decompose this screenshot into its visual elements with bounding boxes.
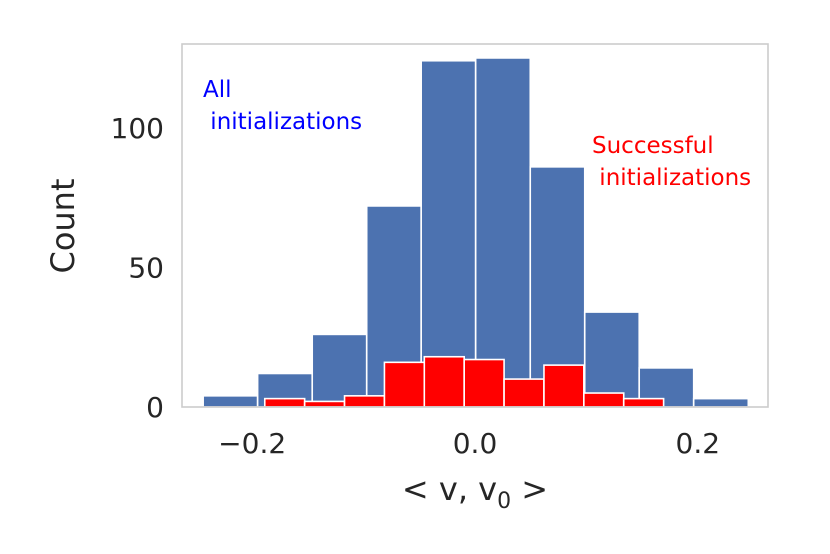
- x-tick-label-1: −0.2: [218, 427, 286, 460]
- y-axis-label: Count: [44, 178, 82, 273]
- bar-successful-3: [343, 395, 386, 408]
- x-axis-label: < v, v0 >: [402, 470, 548, 514]
- bar-successful-5: [423, 355, 465, 408]
- bar-all-10: [692, 397, 750, 408]
- x-axis-label-end: >: [511, 470, 548, 508]
- bar-successful-8: [543, 364, 585, 408]
- bar-successful-2: [303, 400, 346, 408]
- annotation-all-line1: All: [203, 77, 232, 103]
- bar-successful-6: [463, 358, 505, 408]
- bar-successful-10: [622, 397, 665, 408]
- bar-all-1: [202, 395, 259, 408]
- bar-all-8: [583, 311, 641, 408]
- plot-frame: [181, 43, 769, 408]
- bar-all-6: [474, 57, 532, 408]
- x-axis-label-subscript: 0: [497, 489, 511, 514]
- annotation-all-initializations: All initializations: [0, 0, 384, 135]
- x-tick-label-2: 0.0: [453, 427, 498, 460]
- y-tick-labels: 0 50 100: [111, 112, 164, 424]
- y-tick-label-3: 100: [111, 112, 164, 145]
- bar-successful-9: [583, 392, 625, 408]
- x-tick-labels: −0.2 0.0 0.2: [218, 427, 720, 460]
- annotation-successful-line1: Successful: [592, 133, 714, 159]
- annotation-successful-initializations: Successful initializations: [0, 0, 773, 191]
- annotation-successful-line2: initializations: [592, 165, 751, 191]
- y-tick-label-1: 0: [146, 391, 164, 424]
- annotation-all-line2: initializations: [203, 109, 362, 135]
- bar-successful-1: [263, 397, 306, 408]
- x-tick-label-3: 0.2: [676, 427, 721, 460]
- bar-all-5: [420, 59, 477, 408]
- y-tick-label-2: 50: [128, 251, 164, 284]
- x-axis-label-main: < v, v: [402, 470, 497, 508]
- bar-successful-7: [503, 378, 545, 408]
- bar-successful-4: [383, 361, 426, 408]
